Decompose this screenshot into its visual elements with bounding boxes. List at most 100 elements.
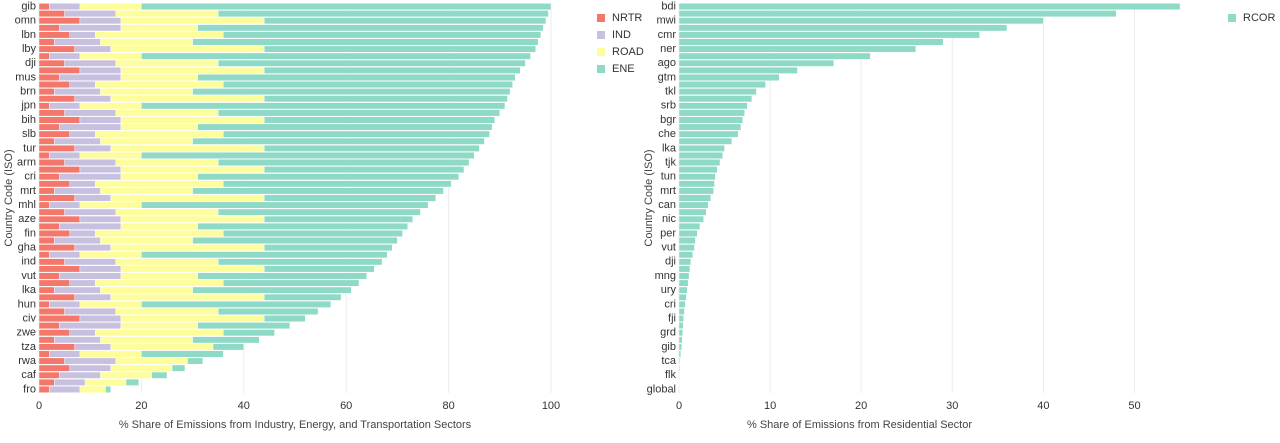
legend-swatch [597, 14, 605, 22]
bar-segment [39, 322, 59, 328]
y-tick-label: tjk [665, 156, 677, 168]
bar-segment [111, 365, 172, 371]
bar-segment [264, 294, 341, 300]
y-tick-label: brn [20, 86, 36, 98]
bar-segment [39, 67, 80, 73]
bar-segment [679, 202, 708, 208]
bar-segment [65, 308, 116, 314]
bar-segment [679, 159, 720, 165]
legend-swatch [597, 31, 605, 39]
bar-segment [679, 244, 694, 250]
bar-segment [39, 81, 70, 87]
bar-segment [116, 60, 218, 66]
y-tick-label: lby [22, 43, 37, 55]
bar-segment [75, 145, 111, 151]
bar-segment [39, 287, 54, 293]
bar-segment [39, 166, 80, 172]
bar-segment [39, 273, 59, 279]
bar-segment [65, 10, 116, 16]
y-tick-label: lka [662, 142, 677, 154]
bar-segment [116, 308, 218, 314]
bar-segment [100, 39, 192, 45]
y-tick-label: srb [661, 100, 676, 112]
bar-segment [80, 301, 141, 307]
bar-segment [679, 25, 1007, 31]
y-tick-label: bgr [660, 114, 676, 126]
x-tick-label: 0 [676, 400, 682, 412]
bar-segment [198, 273, 367, 279]
bar-segment [198, 74, 515, 80]
y-tick-label: mwi [656, 15, 676, 27]
bar-segment [679, 166, 717, 172]
bar-segment [54, 287, 100, 293]
bar-segment [218, 110, 500, 116]
bar-segment [679, 103, 747, 109]
bar-segment [100, 287, 192, 293]
bar-segment [54, 337, 100, 343]
y-tick-label: civ [23, 312, 37, 324]
bar-segment [70, 32, 96, 38]
bar-segment [65, 259, 116, 265]
bar-segment [264, 315, 305, 321]
bar-segment [679, 110, 745, 116]
y-tick-label: zwe [16, 327, 36, 339]
bar-segment [39, 32, 70, 38]
bar-segment [193, 287, 352, 293]
bar-segment [679, 259, 691, 265]
bar-segment [39, 152, 49, 158]
bar-segment [111, 244, 265, 250]
bar-segment [679, 273, 689, 279]
bar-segment [54, 138, 100, 144]
bar-segment [679, 287, 687, 293]
bar-segment [39, 124, 59, 130]
bar-segment [121, 117, 264, 123]
bar-segment [198, 124, 492, 130]
bar-segment [39, 301, 49, 307]
y-tick-label: ury [661, 284, 677, 296]
bar-segment [39, 358, 65, 364]
x-tick-label: 20 [855, 400, 867, 412]
bar-segment [679, 344, 682, 350]
bar-segment [264, 166, 464, 172]
y-tick-label: lka [22, 284, 37, 296]
y-tick-label: arm [17, 156, 36, 168]
bar-segment [116, 110, 218, 116]
bar-segment [75, 244, 111, 250]
bar-segment [39, 308, 65, 314]
bar-segment [39, 365, 70, 371]
bar-segment [39, 280, 70, 286]
bar-segment [39, 195, 75, 201]
y-tick-label: tkl [665, 86, 676, 98]
y-axis-title: Country Code (ISO) [3, 149, 15, 246]
bar-segment [264, 117, 494, 123]
y-tick-label: bdi [661, 0, 676, 12]
bar-segment [141, 3, 551, 9]
y-tick-label: aze [18, 213, 36, 225]
bar-segment [39, 330, 70, 336]
bar-segment [679, 3, 1180, 9]
bar-segment [679, 216, 704, 222]
y-tick-label: ner [660, 43, 676, 55]
legend-swatch [597, 48, 605, 56]
bar-segment [39, 74, 59, 80]
bar-segment [80, 53, 141, 59]
y-tick-label: vut [661, 242, 676, 254]
bar-segment [80, 202, 141, 208]
bar-segment [172, 365, 185, 371]
y-tick-label: mng [655, 270, 676, 282]
bar-segment [126, 379, 139, 385]
bar-segment [80, 3, 141, 9]
bar-segment [111, 96, 265, 102]
bar-segment [141, 202, 428, 208]
bar-segment [80, 252, 141, 258]
bar-segment [223, 330, 274, 336]
bar-segment [218, 308, 318, 314]
bar-segment [141, 351, 223, 357]
bar-segment [80, 216, 121, 222]
x-tick-label: 60 [340, 400, 352, 412]
y-tick-label: ago [658, 57, 676, 69]
bar-segment [75, 96, 111, 102]
y-tick-label: cmr [658, 29, 677, 41]
bar-segment [39, 117, 80, 123]
bar-segment [218, 10, 548, 16]
